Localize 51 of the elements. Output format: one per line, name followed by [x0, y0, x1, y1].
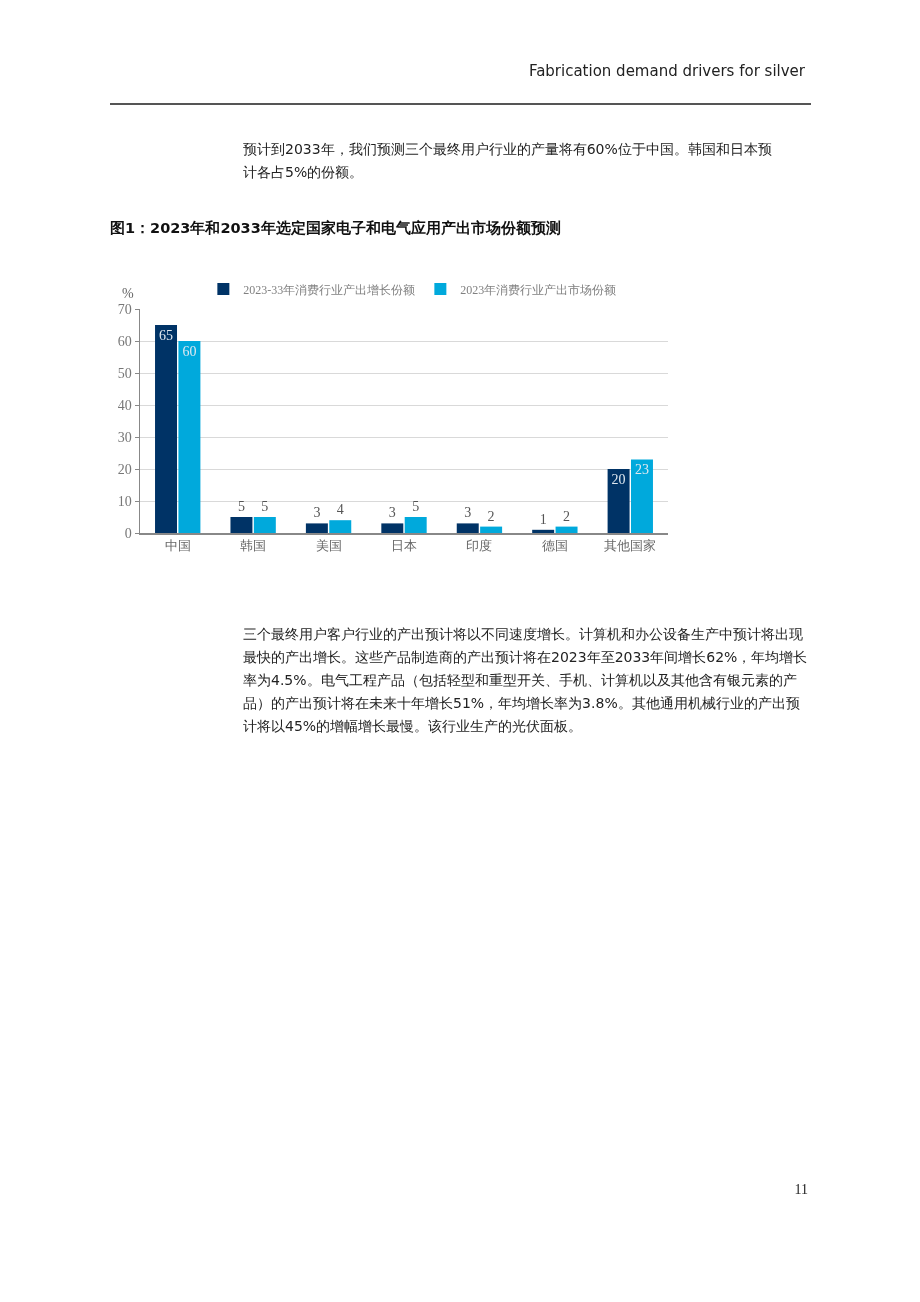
y-axis-title: %: [122, 286, 134, 301]
text: 三个最终用户客户行业的产出预计将以不同速度增长。计算机和办公设备生产中预计将出现最快的产出增长。这些产品制造商的产出预计将在2023年至2033年间增长62%，年均增长率为4.5%。电气工程产品（包括轻型和重型开关、手机、计算机以及其他含有银元素的产品）的产出预计将在未来十年增长51%，年均增长率为3.8%。其他通用机械行业的产出预计将以45%的增幅增长最慢。该行业生产的光伏面板。: [243, 625, 808, 736]
bar: [230, 517, 253, 533]
bar: [532, 529, 555, 533]
data-label: 2: [487, 508, 495, 524]
bar: [630, 459, 653, 533]
legend-label: 2023-33年消费行业产出增长份额: [243, 282, 416, 297]
data-label: 3: [464, 505, 472, 521]
data-label: 3: [313, 505, 321, 521]
y-tick-label: 20: [117, 461, 132, 477]
text: Fabrication demand drivers for silver: [528, 62, 805, 80]
x-tick-label: 印度: [466, 538, 493, 554]
bar: [555, 526, 578, 533]
data-label: 5: [237, 499, 245, 514]
data-label: 60: [182, 344, 197, 359]
bar: [607, 469, 630, 533]
data-label: 20: [611, 472, 626, 487]
y-tick-label: 10: [117, 493, 132, 509]
bar: [480, 526, 503, 533]
bar: [155, 325, 178, 533]
y-tick-label: 60: [117, 333, 132, 349]
text: 预计到2033年，我们预测三个最终用户行业的产量将有60%位于中国。韩国和日本预计各占5%的份额。: [243, 140, 773, 182]
data-label: 2: [563, 508, 571, 524]
y-tick-label: 30: [117, 429, 132, 445]
y-tick-label: 70: [117, 301, 132, 317]
data-label: 5: [412, 499, 420, 514]
bar: [253, 517, 276, 533]
data-label: 1: [539, 511, 547, 527]
y-tick-label: 50: [117, 365, 132, 381]
text: 11: [794, 1182, 808, 1198]
x-tick-label: 德国: [541, 538, 568, 554]
bar: [404, 517, 427, 533]
bar: [456, 523, 479, 533]
data-label: 23: [634, 462, 649, 478]
y-tick-label: 0: [124, 525, 132, 541]
x-tick-label: 美国: [315, 538, 342, 554]
y-tick-label: 40: [117, 397, 132, 413]
x-tick-label: 其他国家: [604, 538, 657, 554]
bar: [381, 523, 404, 533]
bar: [329, 520, 352, 533]
bar: [305, 523, 328, 533]
bar: [178, 341, 201, 533]
legend-label: 2023年消费行业产出市场份额: [460, 282, 617, 297]
x-tick-label: 韩国: [240, 538, 267, 554]
x-tick-label: 日本: [391, 538, 417, 554]
chart-title: 图1：2023年和2033年选定国家电子和电气应用产出市场份额预测: [110, 219, 561, 238]
data-label: 4: [336, 502, 344, 518]
data-label: 5: [261, 499, 269, 514]
data-label: 65: [159, 328, 174, 343]
x-tick-label: 中国: [164, 538, 191, 554]
data-label: 3: [388, 505, 396, 521]
